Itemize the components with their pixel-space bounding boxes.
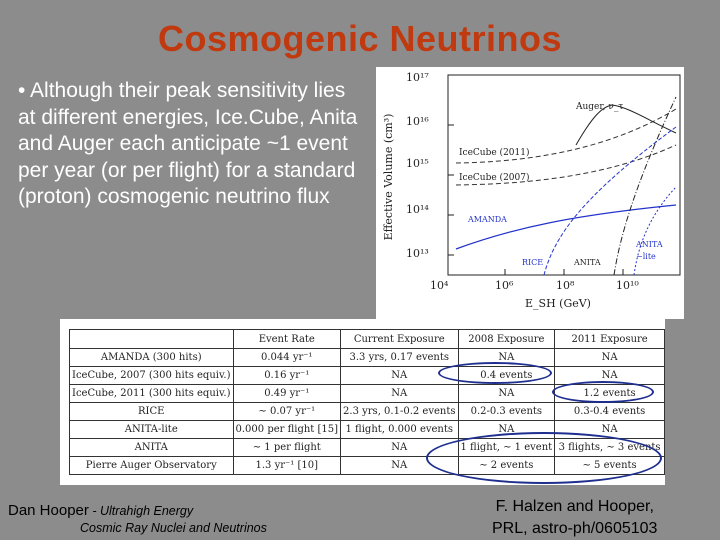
table-header-cell: Current Exposure	[340, 329, 459, 349]
anita-lite-curve	[633, 186, 677, 276]
table-cell: NA	[554, 366, 665, 385]
table-cell: ∼ 2 events	[457, 456, 556, 475]
table-row: ANITA-lite 0.000 per flight [15] 1 fligh…	[69, 420, 665, 439]
table-cell: NA	[340, 384, 459, 403]
x-tick-label: 10¹⁰	[616, 279, 639, 292]
table-cell: NA	[554, 420, 665, 439]
table-cell: 0.49 yr⁻¹	[232, 384, 342, 403]
citation-author: Dan Hooper	[8, 502, 89, 519]
table-header-cell: 2008 Exposure	[457, 329, 556, 349]
amanda-label: AMANDA	[467, 215, 507, 224]
table-cell: AMANDA (300 hits)	[69, 348, 234, 367]
x-tick-label: 10⁴	[430, 279, 449, 292]
icecube-2011-label: IceCube (2011)	[459, 147, 529, 158]
table-cell: 0.3-0.4 events	[554, 402, 665, 421]
citation-right-line2: PRL, astro-ph/0605103	[492, 520, 658, 537]
auger-curve	[575, 104, 677, 146]
event-rate-table: Event Rate Current Exposure 2008 Exposur…	[69, 329, 665, 475]
table-cell: 0.4 events	[457, 366, 556, 385]
rice-label: RICE	[522, 258, 543, 267]
anita-lite-label: ANITA	[635, 240, 663, 249]
table-header-cell: Event Rate	[232, 329, 342, 349]
y-tick-label: 10¹⁴	[406, 203, 429, 216]
table-row: ANITA ∼ 1 per flight NA 1 flight, ∼ 1 ev…	[69, 438, 665, 457]
icecube-2007-curve	[455, 144, 677, 186]
effective-volume-figure: 10¹⁷ 10¹⁶ 10¹⁵ 10¹⁴ 10¹³ 10⁴ 10⁶ 10⁸ 10¹…	[376, 67, 684, 319]
table-cell: ∼ 5 events	[554, 456, 665, 475]
anita-curve	[613, 96, 677, 276]
icecube-2011-curve	[455, 108, 677, 164]
table-cell: NA	[340, 366, 459, 385]
anita-lite-label-suffix: −lite	[636, 252, 656, 261]
y-tick-label: 10¹⁷	[406, 71, 429, 84]
y-tick-label: 10¹³	[406, 247, 429, 260]
table-cell: 3 flights, ∼ 3 events	[554, 438, 665, 457]
table-row: IceCube, 2011 (300 hits equiv.) 0.49 yr⁻…	[69, 384, 665, 403]
table-header-cell	[69, 329, 234, 349]
table-row: AMANDA (300 hits) 0.044 yr⁻¹ 3.3 yrs, 0.…	[69, 348, 665, 367]
effective-volume-plot: 10¹⁷ 10¹⁶ 10¹⁵ 10¹⁴ 10¹³ 10⁴ 10⁶ 10⁸ 10¹…	[382, 71, 681, 310]
table-cell: NA	[554, 348, 665, 367]
table-cell: ANITA	[69, 438, 234, 457]
table-cell: 0.044 yr⁻¹	[232, 348, 342, 367]
table-row: RICE ∼ 0.07 yr⁻¹ 2.3 yrs, 0.1-0.2 events…	[69, 402, 665, 421]
table-cell: ∼ 0.07 yr⁻¹	[232, 402, 342, 421]
rice-curve	[543, 126, 677, 276]
table-cell: NA	[340, 456, 459, 475]
citation-right-line1: F. Halzen and Hooper,	[495, 498, 654, 515]
table-cell: 1 flight, ∼ 1 event	[457, 438, 556, 457]
x-axis-label: E_SH (GeV)	[525, 297, 591, 310]
anita-label: ANITA	[573, 258, 601, 267]
table-header-row: Event Rate Current Exposure 2008 Exposur…	[69, 329, 665, 349]
table-cell: 3.3 yrs, 0.17 events	[340, 348, 459, 367]
table-cell: IceCube, 2007 (300 hits equiv.)	[69, 366, 234, 385]
y-axis-label: Effective Volume (cm³)	[382, 114, 395, 241]
x-tick-label: 10⁸	[556, 279, 575, 292]
table-cell: 0.000 per flight [15]	[232, 420, 342, 439]
table-cell: RICE	[69, 402, 234, 421]
event-rate-table-panel: Event Rate Current Exposure 2008 Exposur…	[60, 319, 665, 485]
table-cell: 2.3 yrs, 0.1-0.2 events	[340, 402, 459, 421]
table-cell: NA	[457, 348, 556, 367]
citation-right: F. Halzen and Hooper, PRL, astro-ph/0605…	[492, 496, 657, 540]
table-cell: Pierre Auger Observatory	[69, 456, 234, 475]
table-cell: NA	[340, 438, 459, 457]
x-tick-label: 10⁶	[495, 279, 514, 292]
amanda-curve	[455, 204, 677, 250]
auger-label: Auger, ν_τ	[575, 102, 623, 112]
table-cell: ∼ 1 per flight	[232, 438, 342, 457]
table-cell: NA	[457, 384, 556, 403]
slide-title: Cosmogenic Neutrinos	[157, 18, 563, 59]
citation-title-line2: Cosmic Ray Nuclei and Neutrinos	[80, 521, 267, 535]
bullet-text: • Although their peak sensitivity lies a…	[18, 79, 358, 208]
table-cell: ANITA-lite	[69, 420, 234, 439]
table-cell: IceCube, 2011 (300 hits equiv.)	[69, 384, 234, 403]
table-row: Pierre Auger Observatory 1.3 yr⁻¹ [10] N…	[69, 456, 665, 475]
citation-left: Dan Hooper - Ultrahigh Energy Cosmic Ray…	[8, 502, 267, 535]
table-cell: 1.2 events	[554, 384, 665, 403]
y-tick-label: 10¹⁵	[406, 157, 429, 170]
table-cell: 0.16 yr⁻¹	[232, 366, 342, 385]
citation-title-line1: - Ultrahigh Energy	[88, 504, 194, 518]
table-cell: NA	[457, 420, 556, 439]
table-cell: 1 flight, 0.000 events	[340, 420, 459, 439]
table-header-cell: 2011 Exposure	[554, 329, 665, 349]
y-tick-label: 10¹⁶	[406, 115, 429, 128]
table-cell: 1.3 yr⁻¹ [10]	[232, 456, 342, 475]
table-cell: 0.2-0.3 events	[457, 402, 556, 421]
table-row: IceCube, 2007 (300 hits equiv.) 0.16 yr⁻…	[69, 366, 665, 385]
icecube-2007-label: IceCube (2007)	[459, 172, 529, 183]
